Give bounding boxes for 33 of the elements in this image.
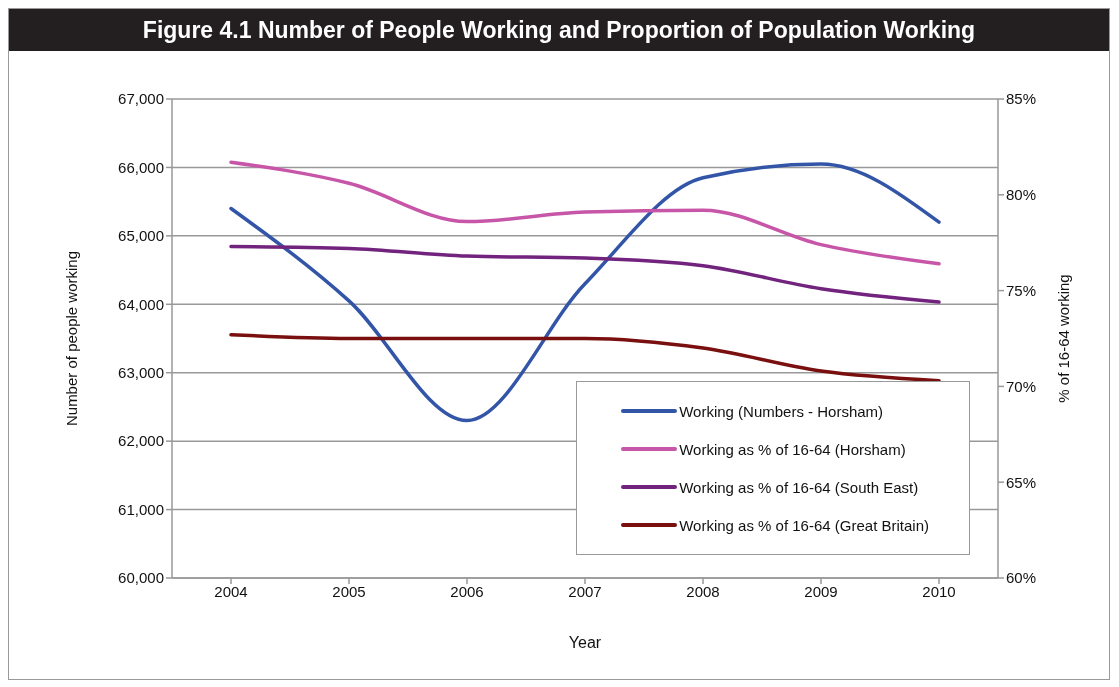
y-axis-title: Number of people working [63, 250, 81, 427]
x-tick-label: 2005 [332, 582, 366, 600]
legend-label: Working as % of 16-64 (South East) [679, 478, 919, 496]
legend-label: Working (Numbers - Horsham) [679, 402, 884, 420]
y2-axis-title: % of 16-64 working [1055, 274, 1073, 403]
line-series [229, 162, 941, 423]
y-tick-label: 63,000 [118, 364, 164, 382]
legend-label: Working as % of 16-64 (Great Britain) [679, 516, 929, 534]
y-tick-label: 67,000 [118, 90, 164, 108]
legend-label: Working as % of 16-64 (Horsham) [679, 440, 906, 458]
y2-tick-label: 75% [1006, 281, 1037, 299]
y2-tick-label: 80% [1006, 186, 1037, 204]
y2-tick-label: 60% [1006, 569, 1037, 587]
y-tick-label: 62,000 [118, 432, 164, 450]
line-series [229, 332, 941, 383]
x-tick-label: 2006 [450, 582, 484, 600]
y-tick-label: 60,000 [118, 569, 164, 587]
x-tick-label: 2007 [568, 582, 602, 600]
line-series [229, 160, 941, 266]
y2-tick-label: 70% [1006, 377, 1037, 395]
chart-title: Figure 4.1 Number of People Working and Proportion of Population Working [9, 9, 1109, 51]
y-tick-label: 61,000 [118, 500, 164, 518]
x-tick-label: 2008 [686, 582, 720, 600]
y-tick-label: 65,000 [118, 227, 164, 245]
y2-tick-label: 85% [1006, 90, 1037, 108]
line-series [229, 244, 941, 304]
x-axis-title: Year [568, 634, 602, 651]
y2-tick-label: 65% [1006, 473, 1037, 491]
y-tick-label: 66,000 [118, 158, 164, 176]
x-tick-label: 2004 [214, 582, 248, 600]
x-tick-label: 2009 [804, 582, 838, 600]
x-tick-label: 2010 [922, 582, 956, 600]
y-tick-label: 64,000 [118, 295, 164, 313]
